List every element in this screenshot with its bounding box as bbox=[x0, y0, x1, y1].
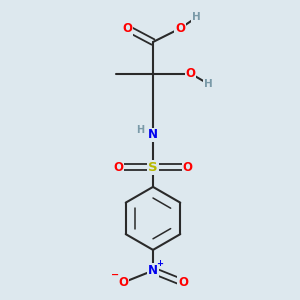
Text: O: O bbox=[178, 276, 188, 289]
Text: H: H bbox=[136, 124, 145, 135]
Text: H: H bbox=[204, 79, 213, 89]
Text: +: + bbox=[156, 259, 163, 268]
Text: O: O bbox=[182, 161, 193, 174]
Text: O: O bbox=[113, 161, 124, 174]
Text: N: N bbox=[148, 264, 158, 277]
Text: −: − bbox=[111, 270, 120, 280]
Text: S: S bbox=[148, 161, 158, 174]
Text: H: H bbox=[192, 12, 201, 22]
Text: O: O bbox=[122, 22, 133, 35]
Text: O: O bbox=[118, 276, 128, 289]
Text: N: N bbox=[148, 128, 158, 142]
Text: O: O bbox=[185, 67, 196, 80]
Text: O: O bbox=[175, 22, 185, 35]
